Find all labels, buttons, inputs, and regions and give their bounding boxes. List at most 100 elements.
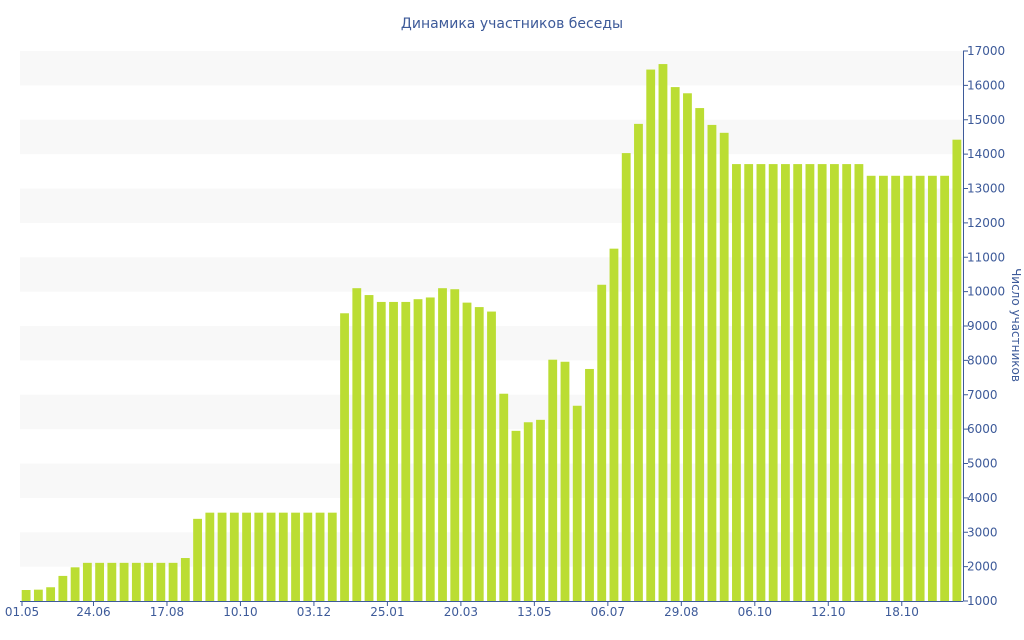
bar (119, 562, 129, 601)
bar (891, 175, 901, 601)
bar (866, 175, 876, 601)
bar (585, 368, 594, 601)
x-tick-label: 18.10 (885, 605, 919, 619)
bar (352, 288, 362, 601)
bar (719, 132, 729, 601)
y-tick-label: 9000 (967, 319, 998, 333)
bar (658, 64, 668, 601)
bar (413, 299, 423, 601)
y-tick-label: 2000 (967, 560, 998, 574)
bar (940, 175, 950, 601)
y-tick-label: 14000 (967, 147, 1005, 161)
bar (548, 359, 558, 601)
bar (82, 562, 92, 601)
bar (621, 153, 631, 601)
bar (70, 567, 80, 601)
bar (842, 164, 852, 601)
bar (364, 295, 374, 601)
x-tick-label: 01.05 (5, 605, 39, 619)
bar (487, 311, 496, 601)
bar (744, 164, 754, 601)
bar (95, 562, 105, 601)
bar (474, 307, 484, 601)
x-tick-label: 12.10 (811, 605, 845, 619)
bar (401, 301, 411, 601)
chart-title: Динамика участников беседы (401, 16, 623, 32)
bar (670, 87, 680, 602)
y-tick-label: 11000 (967, 250, 1005, 264)
bar (854, 164, 864, 601)
bar (878, 175, 888, 601)
bar (683, 93, 692, 601)
y-tick-label: 12000 (967, 216, 1005, 230)
bar (254, 512, 264, 601)
bar (536, 419, 545, 601)
bar (217, 512, 227, 601)
y-tick-label: 7000 (967, 388, 998, 402)
bar (560, 361, 570, 601)
bar (817, 164, 827, 601)
bar (168, 562, 178, 601)
x-tick-label: 25.01 (370, 605, 404, 619)
bar (572, 405, 582, 601)
bar (805, 164, 815, 601)
x-tick-label: 06.07 (591, 605, 625, 619)
bar (609, 248, 619, 601)
x-tick-label: 06.10 (738, 605, 772, 619)
y-tick-label: 15000 (967, 113, 1005, 127)
y-tick-label: 5000 (967, 457, 998, 471)
bar (450, 289, 460, 601)
y-tick-label: 10000 (967, 285, 1005, 299)
bar (315, 512, 325, 601)
x-tick-label: 20.03 (444, 605, 478, 619)
bar (646, 69, 656, 601)
bar (144, 562, 153, 601)
bar (278, 512, 288, 601)
bar (793, 164, 803, 601)
x-tick-label: 29.08 (664, 605, 698, 619)
bar (695, 108, 705, 601)
y-tick-label: 13000 (967, 182, 1005, 196)
bar (131, 562, 141, 601)
axes: 1000 2000 3000 4000 5000 6000 7000 8000 9000 1000… (5, 44, 1005, 619)
bar (291, 512, 300, 601)
x-tick-label: 17.08 (150, 605, 184, 619)
bar (462, 302, 472, 602)
y-tick-label: 6000 (967, 422, 998, 436)
bar (597, 284, 607, 601)
y-tick-label: 8000 (967, 353, 998, 367)
x-tick-label: 13.05 (517, 605, 551, 619)
y-axis-title: Число участников (1009, 268, 1023, 382)
bar (768, 164, 778, 601)
bar (193, 518, 202, 601)
bar (107, 562, 117, 601)
y-tick-label: 16000 (967, 78, 1005, 92)
bar (634, 123, 643, 602)
bar (303, 512, 313, 601)
bar (33, 589, 43, 601)
bar (903, 175, 913, 601)
bar (156, 562, 166, 601)
bar (425, 297, 435, 601)
bar (830, 164, 839, 601)
bar (523, 422, 533, 601)
y-tick-label: 1000 (967, 594, 998, 608)
bar (952, 139, 962, 601)
bar (707, 124, 717, 601)
bar (756, 164, 766, 601)
bar (732, 164, 741, 601)
bar (242, 512, 251, 601)
grid-band (20, 119, 963, 155)
bar (389, 301, 398, 601)
bar (781, 164, 790, 601)
bar (180, 558, 190, 601)
bar (511, 430, 521, 601)
bar (376, 301, 386, 601)
x-tick-label: 03.12 (297, 605, 331, 619)
bar (266, 512, 276, 601)
bar (327, 512, 337, 601)
bar (46, 587, 56, 601)
bar (499, 393, 509, 601)
